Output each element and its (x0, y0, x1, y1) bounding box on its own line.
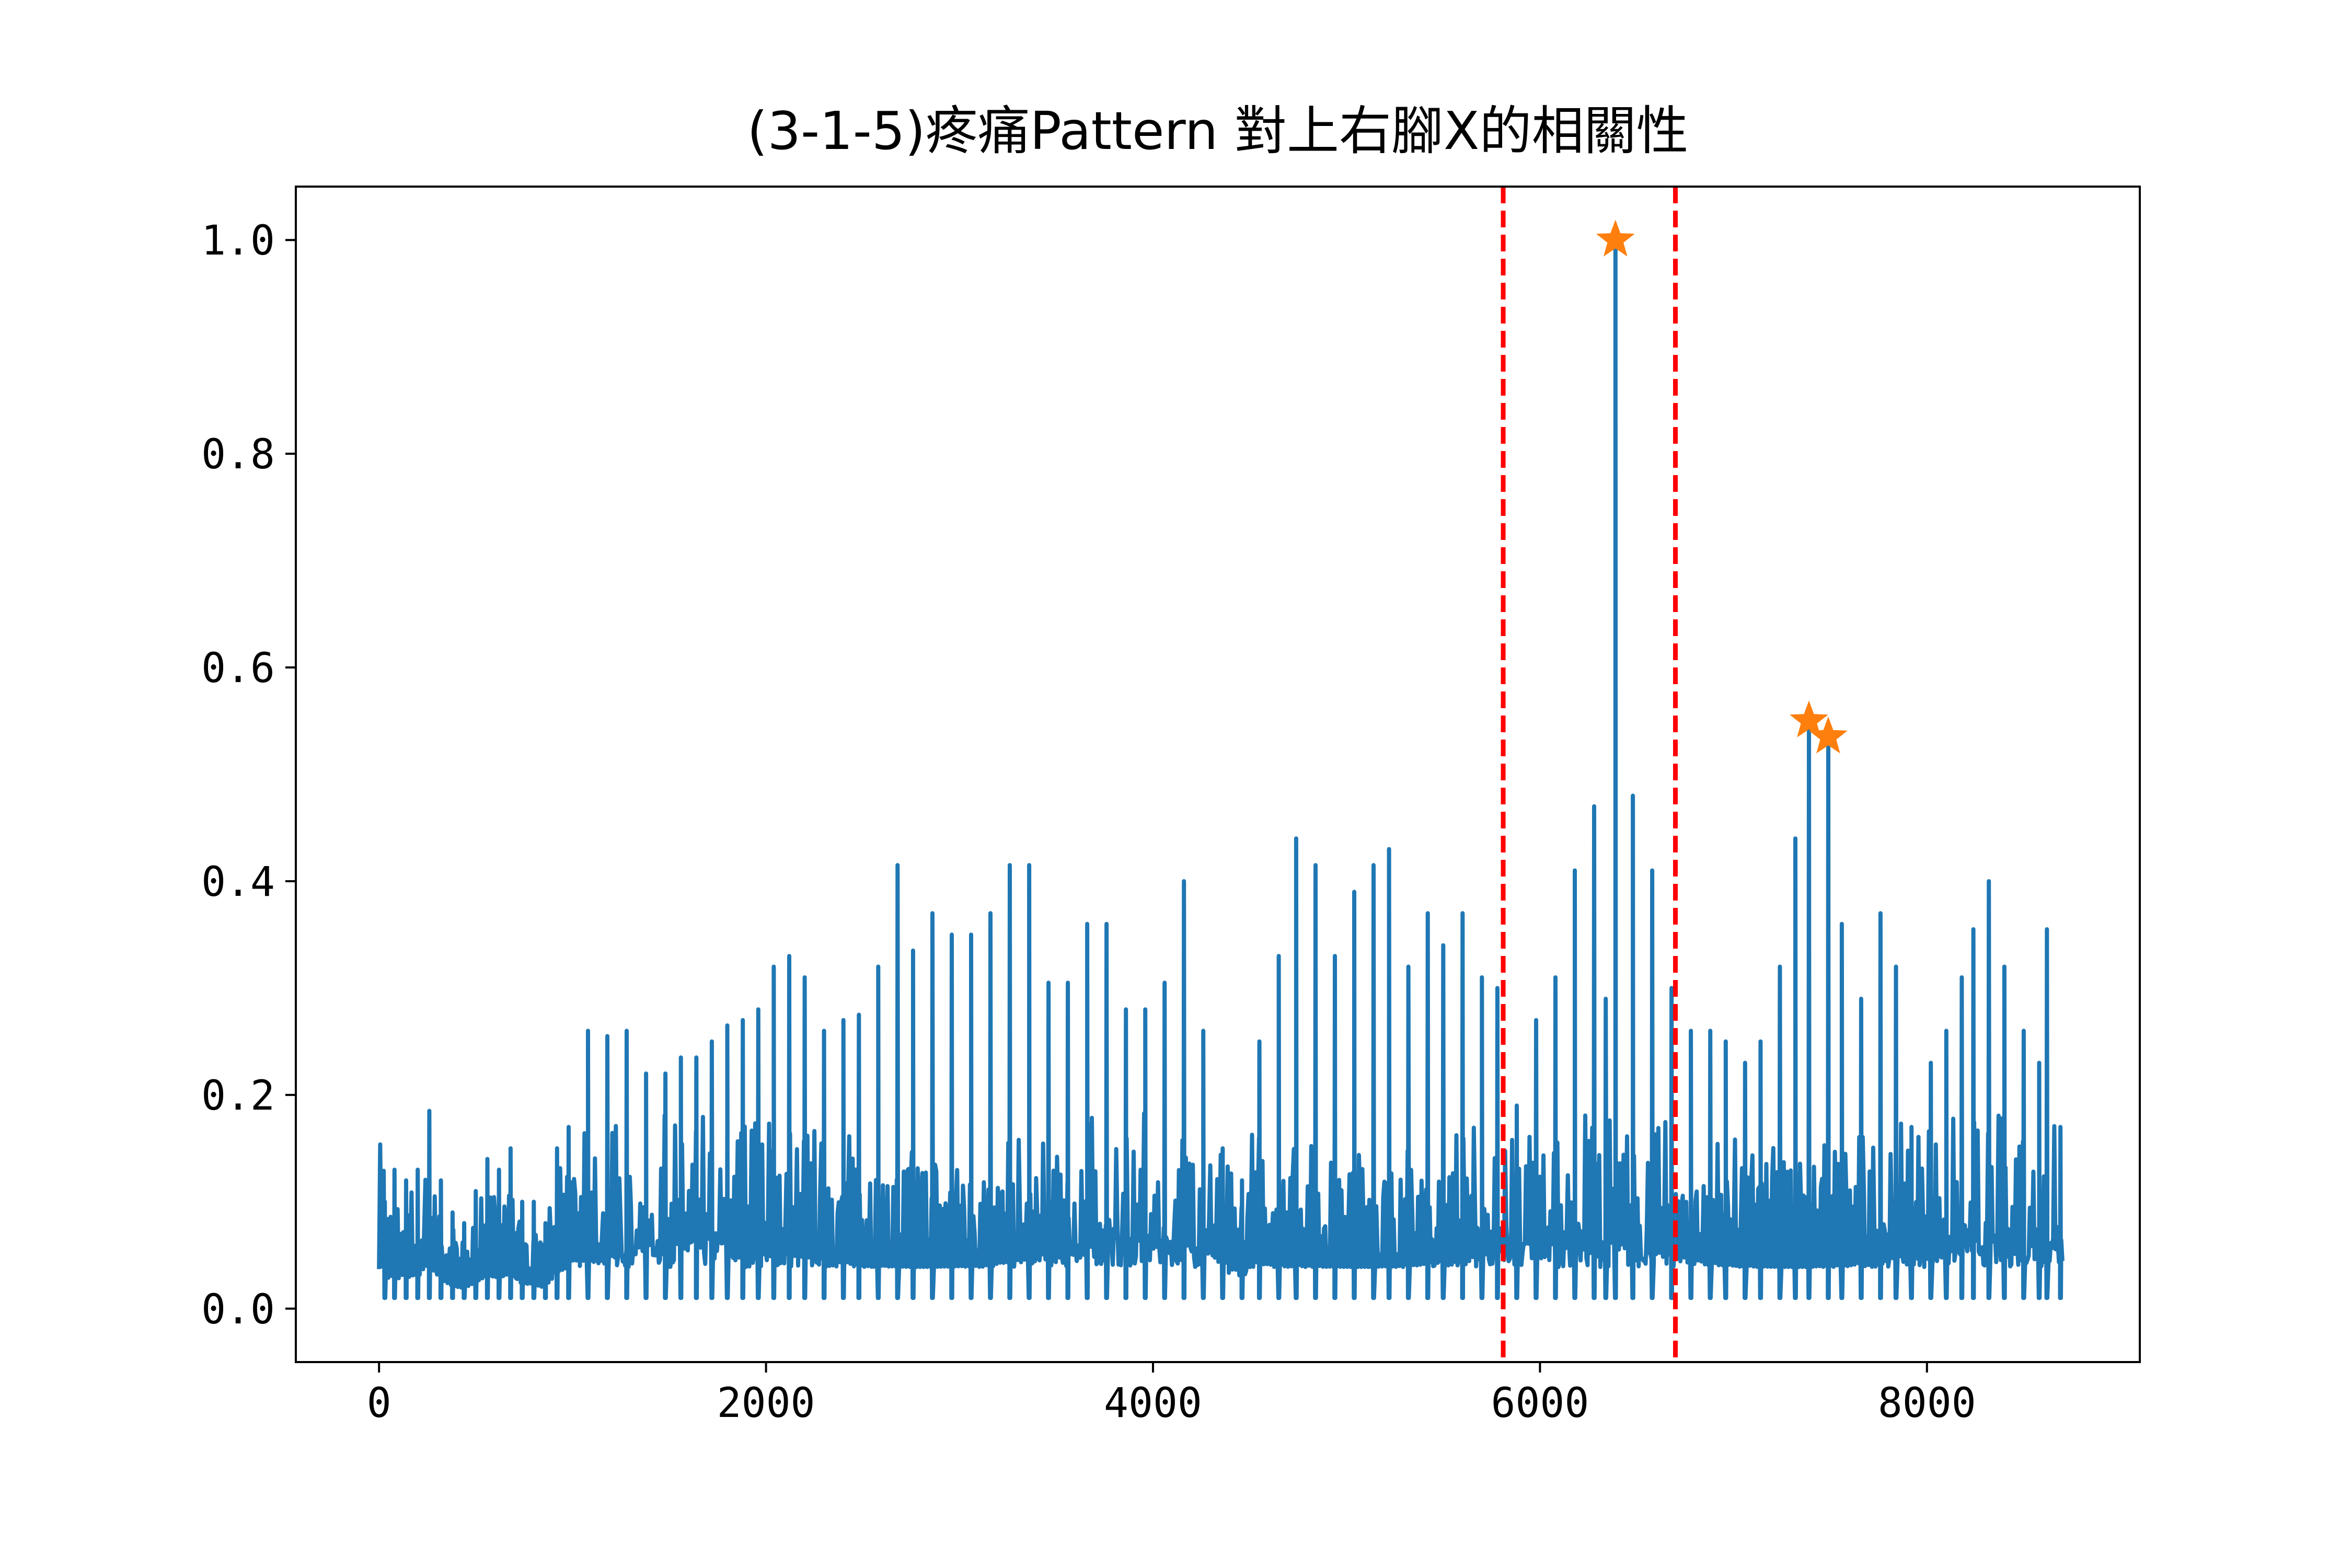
peak-marker-0 (1596, 220, 1635, 257)
y-tick-label-3: 0.6 (201, 645, 275, 692)
chart-title: (3-1-5)疼痛Pattern 對上右腳X的相關性 (747, 100, 1688, 162)
series-line (377, 238, 2065, 1300)
axes-frame (295, 186, 2141, 1363)
y-tick-label-5: 1.0 (201, 217, 275, 264)
y-tick-label-1: 0.2 (201, 1073, 275, 1120)
x-tick-label-1: 2000 (717, 1380, 815, 1427)
axes-ticks: 0 2000 4000 6000 8000 0.0 0.2 0.4 0.6 0.8 1.0 (201, 217, 1976, 1427)
y-tick-label-2: 0.4 (201, 859, 275, 906)
peak-marker-2 (1808, 717, 1848, 754)
y-tick-label-0: 0.0 (201, 1286, 275, 1333)
x-tick-label-4: 8000 (1878, 1380, 1976, 1427)
y-tick-label-4: 0.8 (201, 431, 275, 478)
x-tick-label-2: 4000 (1104, 1380, 1202, 1427)
x-tick-label-0: 0 (367, 1380, 391, 1427)
x-tick-label-3: 6000 (1491, 1380, 1589, 1427)
peak-marker-1 (1789, 700, 1828, 737)
plot-area (377, 187, 2065, 1362)
